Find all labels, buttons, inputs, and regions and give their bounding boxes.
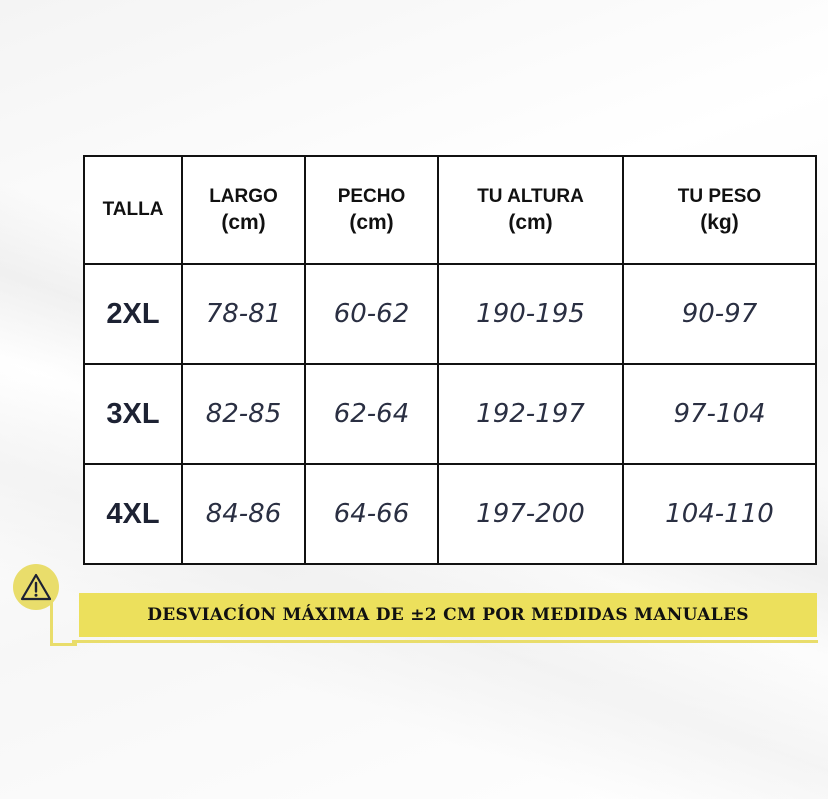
- size-chart-table: TALLA LARGO (cm) PECHO (cm) TU ALTURA (cm) …: [83, 155, 817, 565]
- size-cell: 3XL: [83, 363, 183, 465]
- pecho-cell: 64-66: [304, 463, 439, 565]
- header-altura: TU ALTURA (cm): [437, 155, 624, 265]
- header-pecho: PECHO (cm): [304, 155, 439, 265]
- warning-section: DESVIACÍON MÁXIMA DE ±2 CM POR MEDIDAS M…: [0, 560, 828, 660]
- altura-cell: 190-195: [437, 263, 624, 365]
- table-row: 4XL 84-86 64-66 197-200 104-110: [83, 463, 817, 565]
- pecho-cell: 60-62: [304, 263, 439, 365]
- size-cell: 2XL: [83, 263, 183, 365]
- size-cell: 4XL: [83, 463, 183, 565]
- connector-line: [50, 595, 77, 646]
- peso-cell: 97-104: [622, 363, 817, 465]
- header-row: TALLA LARGO (cm) PECHO (cm) TU ALTURA (cm) …: [83, 155, 817, 265]
- table-row: 2XL 78-81 60-62 190-195 90-97: [83, 263, 817, 365]
- warning-banner: DESVIACÍON MÁXIMA DE ±2 CM POR MEDIDAS M…: [79, 593, 817, 637]
- underline-bar: [72, 640, 818, 643]
- warning-triangle-icon: [13, 564, 59, 610]
- largo-cell: 84-86: [181, 463, 306, 565]
- header-largo: LARGO (cm): [181, 155, 306, 265]
- peso-cell: 104-110: [622, 463, 817, 565]
- table-row: 3XL 82-85 62-64 192-197 97-104: [83, 363, 817, 465]
- peso-cell: 90-97: [622, 263, 817, 365]
- altura-cell: 192-197: [437, 363, 624, 465]
- largo-cell: 78-81: [181, 263, 306, 365]
- header-talla: TALLA: [83, 155, 183, 265]
- pecho-cell: 62-64: [304, 363, 439, 465]
- header-peso: TU PESO (kg): [622, 155, 817, 265]
- largo-cell: 82-85: [181, 363, 306, 465]
- altura-cell: 197-200: [437, 463, 624, 565]
